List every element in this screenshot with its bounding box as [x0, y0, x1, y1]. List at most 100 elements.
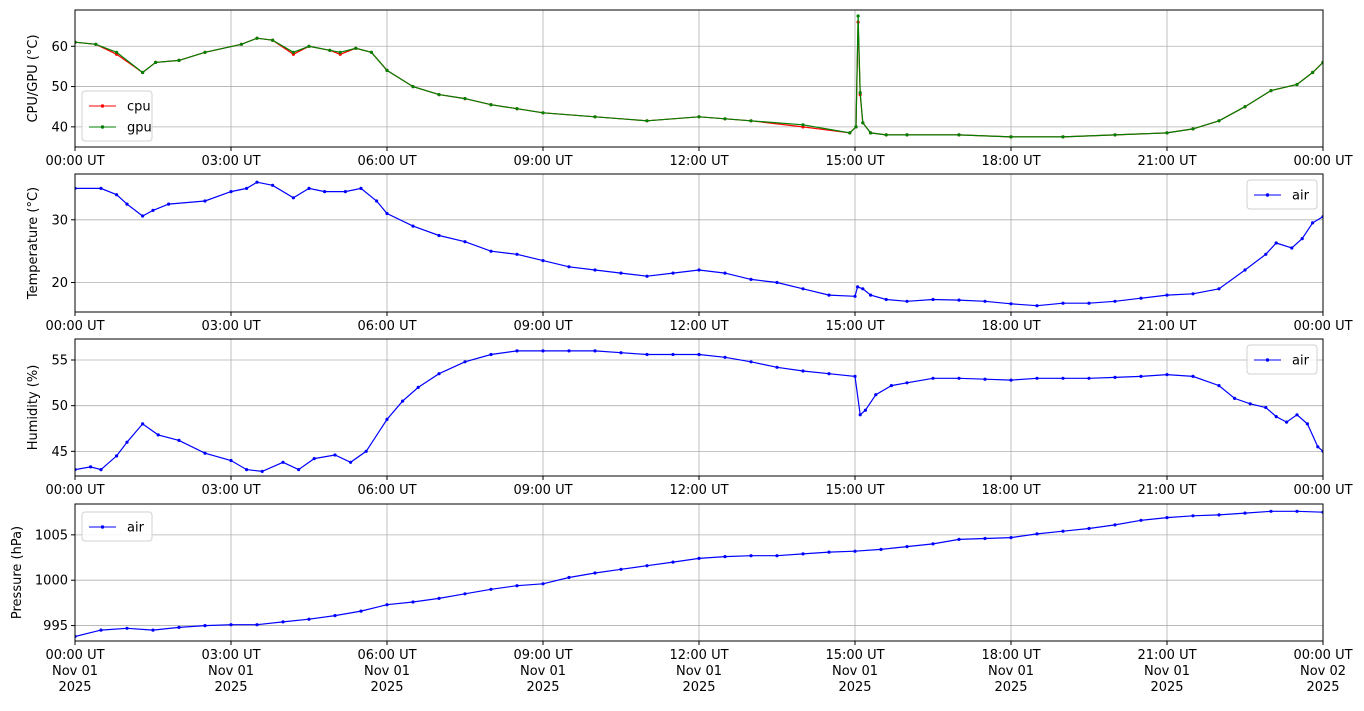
y-tick-label: 20 [51, 276, 68, 291]
y-axis-label: CPU/GPU (°C) [26, 34, 41, 122]
data-point-air [489, 249, 493, 253]
data-point-gpu [1243, 105, 1247, 109]
data-point-air [853, 549, 857, 553]
data-point-air [1113, 375, 1117, 379]
data-point-air [177, 625, 181, 630]
data-point-gpu [884, 133, 888, 137]
data-point-gpu [154, 60, 158, 64]
x-tick-label: 12:00 UT Nov 01 2025 [669, 648, 728, 695]
data-point-gpu [94, 42, 98, 46]
data-point-air [723, 355, 727, 359]
data-point-air [905, 299, 909, 303]
data-point-air [245, 468, 249, 472]
chart-panel-4: 995 1000 1005 00:00 UT Nov 01 2025 03:00 UT Nov… [10, 503, 1353, 695]
y-tick-label: 40 [51, 120, 68, 135]
data-point-air [957, 537, 961, 542]
legend-label-air: air [1292, 354, 1310, 369]
chart-panel-3: 45 50 55 00:00 UT 03:00 UT 06:00 UT 09:00 UT 12… [26, 338, 1353, 498]
data-point-air [411, 600, 415, 604]
x-tick-label: 09:00 UT [513, 319, 572, 334]
x-tick-label: 09:00 UT [513, 154, 572, 169]
data-point-air [671, 271, 675, 275]
data-point-air [1233, 396, 1237, 400]
data-point-air [307, 617, 311, 621]
chart-panel-2: 20 30 00:00 UT 03:00 UT 06:00 UT 09:00 UT 12:0… [26, 173, 1353, 334]
data-point-gpu [957, 133, 961, 137]
data-point-gpu [489, 103, 493, 107]
data-point-air [375, 199, 379, 203]
data-point-gpu [645, 119, 649, 123]
x-tick-label: 03:00 UT [201, 319, 260, 334]
data-point-air [515, 252, 519, 256]
data-point-air [1191, 292, 1195, 296]
data-point-gpu [369, 50, 373, 54]
x-tick-label: 21:00 UT [1137, 483, 1196, 498]
data-point-air [515, 584, 519, 588]
data-point-air [801, 552, 805, 556]
data-point-gpu [854, 125, 858, 129]
y-axis-label: Pressure (hPa) [10, 526, 25, 619]
data-point-air [281, 620, 285, 624]
data-point-air [827, 293, 831, 297]
legend-box [1246, 179, 1318, 210]
data-point-air [1087, 526, 1091, 531]
data-point-gpu [869, 131, 873, 135]
x-tick-label: 06:00 UT [357, 319, 416, 334]
data-point-air [645, 352, 649, 357]
data-point-air [271, 183, 275, 187]
legend: cpu gpu [81, 90, 153, 142]
data-point-air [1264, 252, 1268, 256]
x-tick-label: 09:00 UT Nov 01 2025 [513, 648, 572, 695]
data-point-air [115, 454, 119, 458]
data-point-air [619, 351, 623, 355]
data-point-gpu [1191, 127, 1195, 131]
data-point-air [1264, 405, 1268, 410]
data-point-air [645, 564, 649, 568]
data-point-air [1243, 511, 1247, 515]
data-point-air [297, 468, 301, 472]
x-tick-label: 06:00 UT Nov 01 2025 [357, 648, 416, 695]
data-point-air [359, 186, 363, 190]
data-point-gpu [203, 50, 207, 54]
y-tick-label: 1005 [35, 528, 68, 543]
data-point-air [385, 211, 389, 216]
x-tick-label: 15:00 UT Nov 01 2025 [825, 648, 884, 695]
data-point-air [593, 268, 597, 272]
series-line-air [75, 350, 1323, 473]
data-point-air [312, 457, 316, 461]
data-point-air [931, 297, 935, 302]
data-point-air [1269, 509, 1273, 513]
legend: air [1246, 344, 1318, 375]
data-point-air [437, 596, 441, 601]
data-point-air [359, 609, 363, 613]
data-point-air [1295, 509, 1299, 513]
data-point-air [229, 458, 233, 463]
y-axis-label: Temperature (°C) [26, 187, 41, 300]
data-point-air [463, 592, 467, 596]
data-point-air [177, 438, 181, 442]
data-point-gpu [1165, 131, 1169, 135]
x-tick-label: 00:00 UT Nov 02 2025 [1293, 648, 1352, 695]
legend: air [81, 511, 153, 542]
y-tick-label: 1000 [35, 574, 68, 589]
data-point-air [437, 233, 441, 238]
data-point-air [463, 240, 467, 244]
data-point-air [89, 465, 93, 469]
data-point-gpu [856, 14, 860, 18]
data-point-air [1295, 413, 1299, 417]
x-tick-label: 03:00 UT [201, 483, 260, 498]
data-point-air [260, 469, 264, 473]
data-point-air [1035, 376, 1039, 380]
series-air [75, 509, 1323, 639]
data-point-air [853, 374, 857, 378]
data-point-air [1311, 221, 1315, 225]
data-point-air [1217, 287, 1221, 291]
data-point-air [1285, 420, 1289, 424]
x-tick-label: 00:00 UT Nov 01 2025 [45, 648, 104, 695]
data-point-gpu [338, 50, 342, 54]
data-point-air [957, 376, 961, 380]
data-point-air [437, 372, 441, 376]
x-tick-label: 18:00 UT Nov 01 2025 [981, 648, 1040, 695]
data-point-gpu [271, 38, 275, 42]
data-point-air [1290, 246, 1294, 250]
